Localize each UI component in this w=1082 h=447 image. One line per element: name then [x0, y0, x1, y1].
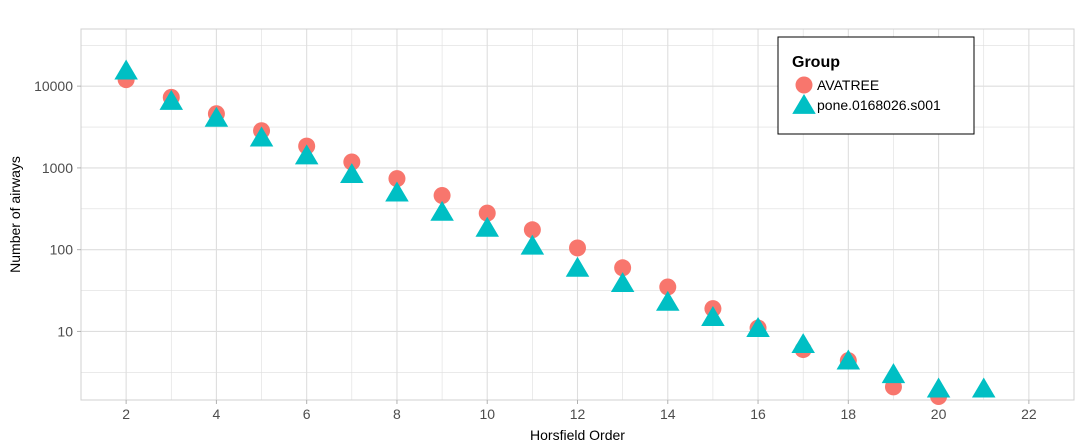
triangle-point: [746, 317, 770, 337]
x-tick-label: 20: [931, 406, 947, 422]
triangle-point: [340, 163, 364, 184]
triangle-point: [565, 256, 590, 277]
x-tick-label: 2: [122, 406, 130, 422]
triangle-point: [159, 89, 184, 110]
circle-point: [614, 259, 632, 277]
x-tick-label: 22: [1021, 406, 1037, 422]
triangle-point: [926, 377, 951, 398]
y-axis-title: Number of airways: [7, 156, 23, 273]
triangle-point: [610, 272, 635, 293]
y-tick-label: 100: [50, 242, 74, 258]
legend-label: AVATREE: [817, 77, 879, 93]
triangle-point: [475, 216, 499, 237]
y-tick-label: 10000: [34, 78, 73, 94]
triangle-point: [971, 377, 996, 398]
triangle-point: [520, 234, 545, 255]
circle-point: [433, 186, 451, 204]
data-points: [114, 59, 996, 406]
triangle-point: [204, 106, 229, 127]
legend-triangle-key: [792, 93, 816, 114]
circle-point: [343, 153, 361, 171]
legend-label: pone.0168026.s001: [817, 97, 941, 113]
triangle-point: [114, 59, 138, 80]
triangle-point: [249, 126, 274, 147]
x-tick-label: 4: [213, 406, 221, 422]
triangle-point: [881, 363, 906, 384]
x-tick-label: 8: [393, 406, 401, 422]
triangle-point: [791, 333, 815, 354]
y-tick-label: 1000: [42, 160, 73, 176]
x-tick-label: 10: [479, 406, 495, 422]
y-tick-label: 10: [57, 323, 73, 339]
triangle-point: [430, 200, 454, 221]
x-tick-label: 6: [303, 406, 311, 422]
legend-title: Group: [792, 54, 840, 71]
triangle-point: [701, 306, 725, 326]
x-tick-label: 18: [841, 406, 857, 422]
triangle-point: [836, 349, 861, 370]
axes: 2 4 6 8 10 12 14 16 18 20 22 10 100 1000 10000: [34, 28, 1075, 422]
x-tick-label: 16: [750, 406, 766, 422]
circle-point: [388, 170, 406, 188]
circle-point: [523, 221, 541, 239]
circle-point: [659, 278, 677, 296]
legend-items: AVATREE pone.0168026.s001: [792, 76, 941, 114]
x-tick-label: 12: [570, 406, 586, 422]
triangle-point: [385, 181, 409, 202]
circle-point: [478, 204, 496, 222]
x-axis-title: Horsfield Order: [530, 427, 625, 443]
triangle-point: [294, 144, 319, 165]
legend: Group AVATREE pone.0168026.s001: [777, 36, 975, 135]
x-tick-label: 14: [660, 406, 676, 422]
circle-point: [569, 239, 586, 257]
legend-circle-key: [795, 76, 813, 94]
triangle-point: [656, 290, 680, 311]
